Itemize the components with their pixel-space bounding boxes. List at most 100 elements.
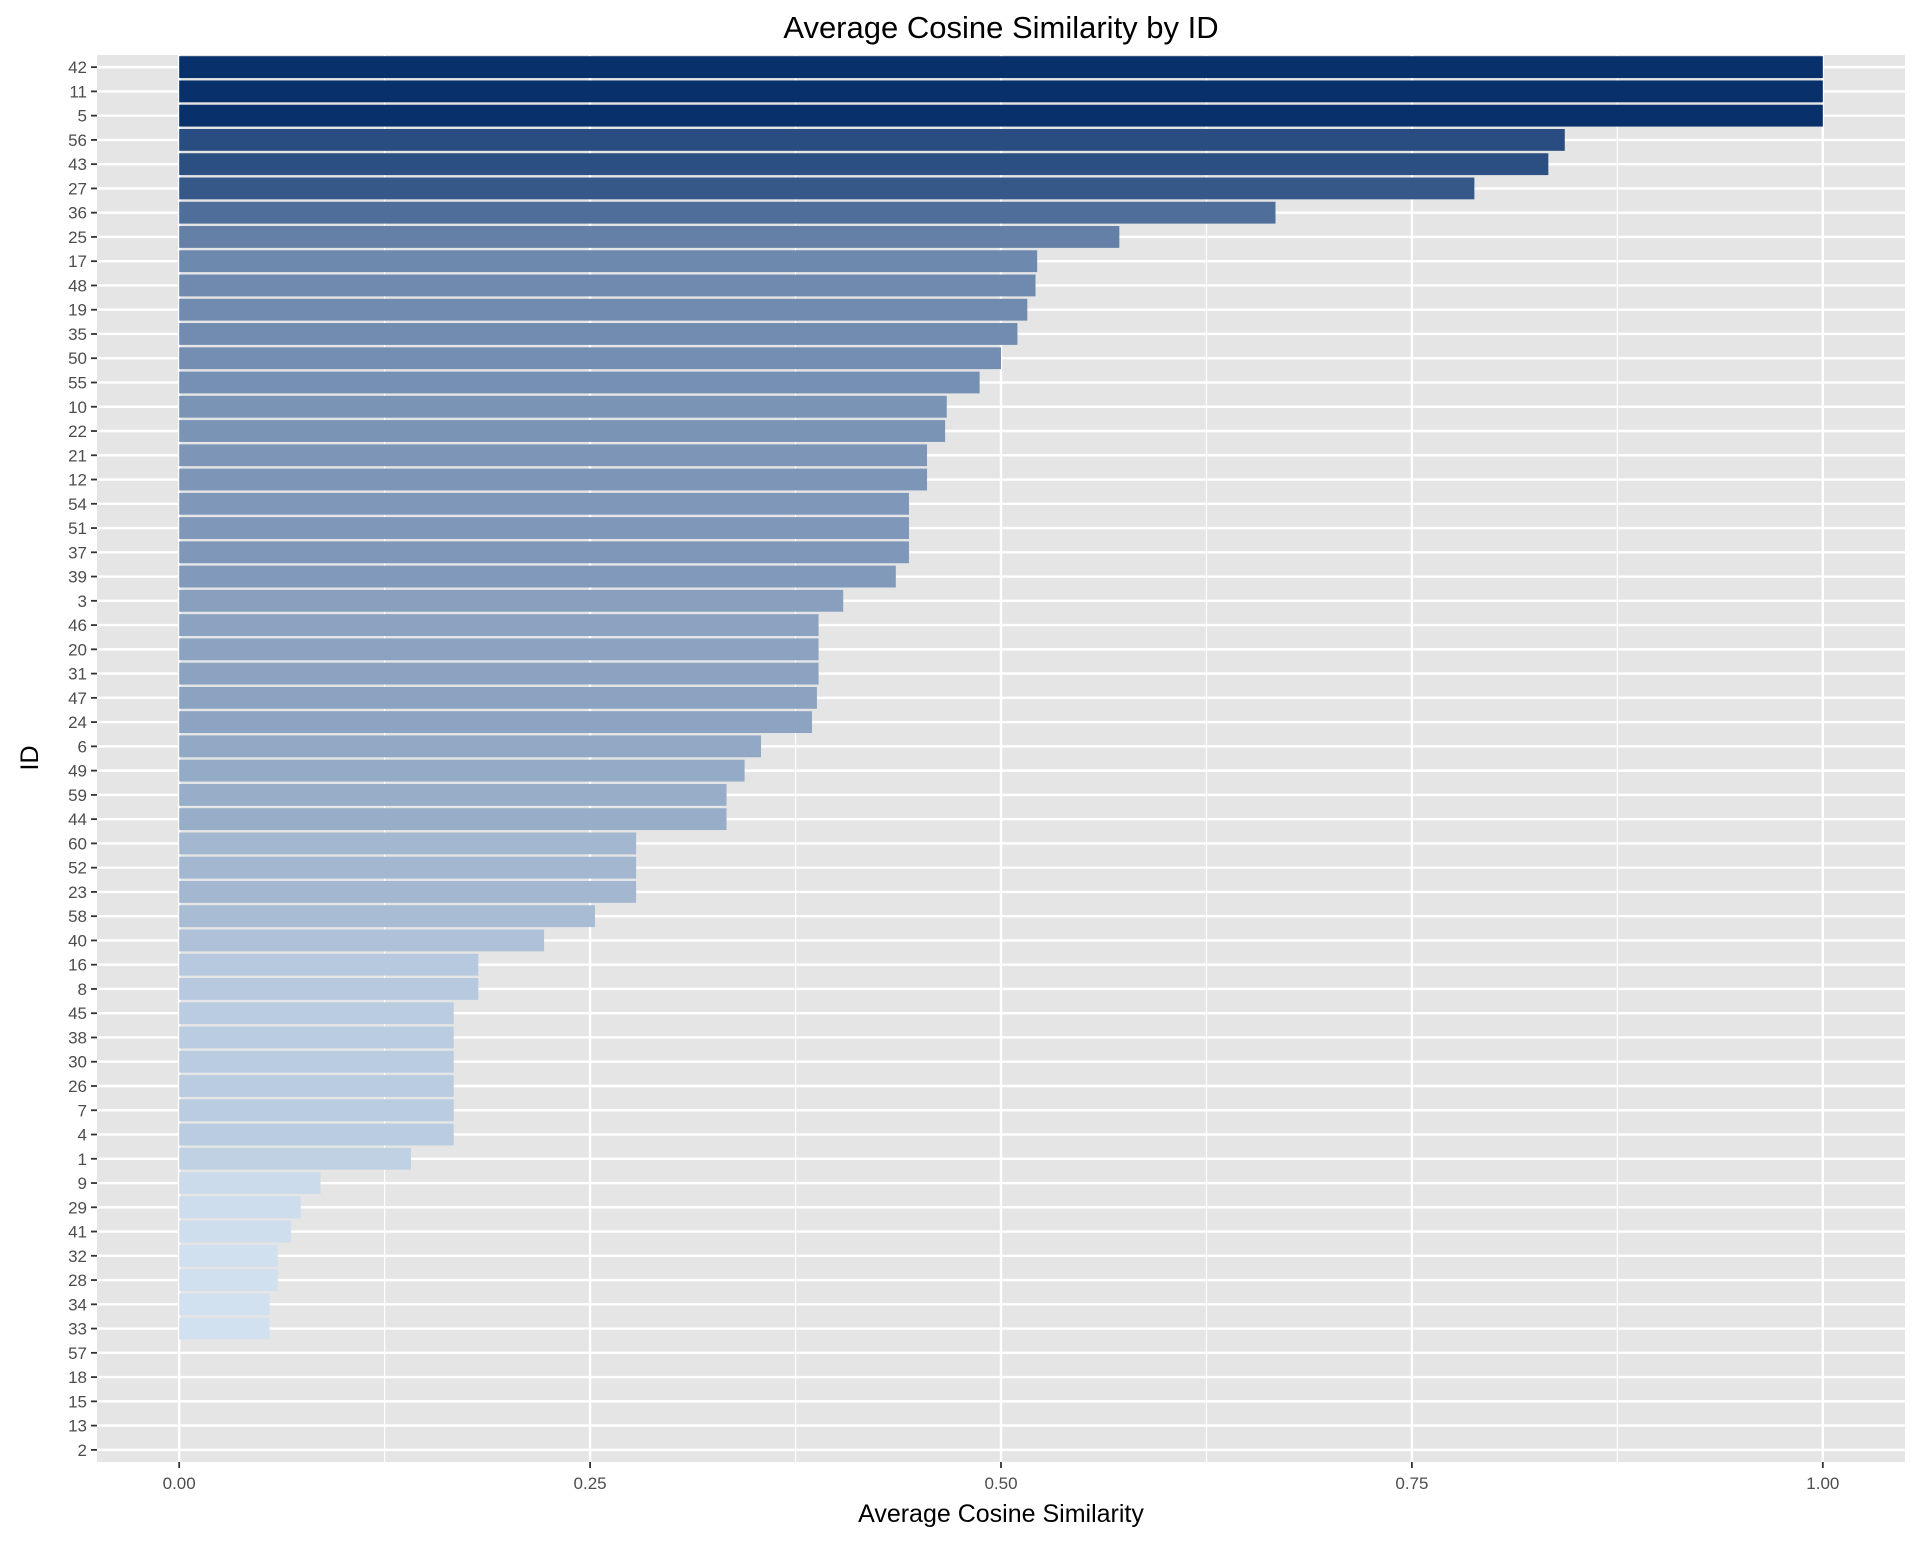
y-tick-label: 30 bbox=[68, 1053, 87, 1072]
y-tick-label: 9 bbox=[78, 1174, 87, 1193]
bar-44 bbox=[179, 808, 727, 831]
y-tick-label: 12 bbox=[68, 471, 87, 490]
y-tick-label: 47 bbox=[68, 689, 87, 708]
y-tick-label: 59 bbox=[68, 786, 87, 805]
y-tick-label: 19 bbox=[68, 301, 87, 320]
y-tick-label: 36 bbox=[68, 204, 87, 223]
y-tick-label: 40 bbox=[68, 931, 87, 950]
bar-25 bbox=[179, 226, 1120, 248]
bar-37 bbox=[179, 541, 909, 564]
bar-46 bbox=[179, 614, 819, 636]
y-tick-label: 3 bbox=[78, 592, 87, 611]
y-tick-label: 38 bbox=[68, 1028, 87, 1047]
bar-41 bbox=[179, 1220, 291, 1243]
y-tick-label: 45 bbox=[68, 1004, 87, 1023]
bar-30 bbox=[179, 1050, 454, 1073]
y-tick-label: 31 bbox=[68, 665, 87, 684]
y-tick-label: 15 bbox=[68, 1392, 87, 1411]
x-tick-label: 0.50 bbox=[984, 1474, 1017, 1493]
y-tick-label: 42 bbox=[68, 58, 87, 77]
x-tick-label: 1.00 bbox=[1806, 1474, 1839, 1493]
y-tick-label: 35 bbox=[68, 325, 87, 344]
y-tick-label: 34 bbox=[68, 1295, 87, 1314]
y-tick-label: 2 bbox=[78, 1441, 87, 1460]
y-tick-label: 54 bbox=[68, 495, 87, 514]
y-tick-label: 1 bbox=[78, 1150, 87, 1169]
chart-title: Average Cosine Similarity by ID bbox=[783, 10, 1218, 45]
y-tick-label: 27 bbox=[68, 179, 87, 198]
y-tick-label: 23 bbox=[68, 883, 87, 902]
bar-55 bbox=[179, 371, 980, 394]
bar-7 bbox=[179, 1099, 454, 1122]
x-axis-label: Average Cosine Similarity bbox=[858, 1500, 1144, 1528]
bar-45 bbox=[179, 1002, 454, 1025]
bar-29 bbox=[179, 1196, 301, 1219]
y-tick-label: 33 bbox=[68, 1320, 87, 1339]
bar-17 bbox=[179, 250, 1038, 273]
bar-59 bbox=[179, 783, 727, 806]
bar-39 bbox=[179, 565, 896, 588]
y-tick-label: 7 bbox=[78, 1101, 87, 1120]
y-tick-label: 29 bbox=[68, 1198, 87, 1217]
bar-51 bbox=[179, 517, 909, 539]
y-tick-label: 44 bbox=[68, 810, 87, 829]
bar-58 bbox=[179, 905, 596, 928]
bar-34 bbox=[179, 1293, 270, 1316]
y-tick-label: 46 bbox=[68, 616, 87, 635]
bar-47 bbox=[179, 686, 817, 709]
y-axis-label: ID bbox=[16, 746, 44, 771]
y-tick-label: 56 bbox=[68, 131, 87, 150]
y-tick-label: 4 bbox=[78, 1126, 87, 1145]
bar-49 bbox=[179, 759, 745, 782]
bar-48 bbox=[179, 274, 1036, 297]
y-tick-label: 22 bbox=[68, 422, 87, 441]
bar-6 bbox=[179, 735, 762, 758]
bar-36 bbox=[179, 201, 1276, 224]
bar-11 bbox=[179, 80, 1823, 103]
y-tick-label: 52 bbox=[68, 859, 87, 878]
bar-24 bbox=[179, 711, 812, 734]
y-tick-label: 5 bbox=[78, 107, 87, 126]
y-tick-label: 13 bbox=[68, 1417, 87, 1436]
y-tick-label: 10 bbox=[68, 398, 87, 417]
x-tick-label: 0.00 bbox=[163, 1474, 196, 1493]
bar-1 bbox=[179, 1147, 411, 1170]
bar-20 bbox=[179, 638, 819, 661]
y-tick-label: 8 bbox=[78, 980, 87, 999]
bar-5 bbox=[179, 104, 1823, 127]
bar-28 bbox=[179, 1269, 278, 1291]
bar-9 bbox=[179, 1172, 321, 1194]
y-tick-label: 48 bbox=[68, 276, 87, 295]
y-tick-label: 39 bbox=[68, 568, 87, 587]
bar-54 bbox=[179, 492, 909, 515]
y-tick-label: 57 bbox=[68, 1344, 87, 1363]
bar-50 bbox=[179, 347, 1001, 370]
bar-33 bbox=[179, 1317, 270, 1340]
bar-60 bbox=[179, 832, 637, 855]
y-tick-label: 25 bbox=[68, 228, 87, 247]
x-axis-ticks: 0.00 0.25 0.50 0.75 1.00 bbox=[163, 1462, 1839, 1493]
y-tick-label: 32 bbox=[68, 1247, 87, 1266]
x-tick-label: 0.25 bbox=[574, 1474, 607, 1493]
y-tick-label: 6 bbox=[78, 737, 87, 756]
y-tick-label: 18 bbox=[68, 1368, 87, 1387]
x-tick-label: 0.75 bbox=[1395, 1474, 1428, 1493]
bar-3 bbox=[179, 589, 844, 612]
bar-12 bbox=[179, 468, 928, 491]
y-tick-label: 37 bbox=[68, 543, 87, 562]
bar-26 bbox=[179, 1075, 454, 1097]
bar-4 bbox=[179, 1123, 454, 1146]
y-tick-label: 17 bbox=[68, 252, 87, 271]
y-tick-label: 51 bbox=[68, 519, 87, 538]
y-tick-label: 24 bbox=[68, 713, 87, 732]
bar-23 bbox=[179, 881, 637, 903]
y-tick-label: 41 bbox=[68, 1223, 87, 1242]
y-tick-label: 49 bbox=[68, 762, 87, 781]
bar-21 bbox=[179, 444, 928, 467]
y-tick-label: 16 bbox=[68, 956, 87, 975]
y-tick-label: 58 bbox=[68, 907, 87, 926]
y-tick-label: 26 bbox=[68, 1077, 87, 1096]
y-tick-label: 20 bbox=[68, 640, 87, 659]
y-tick-label: 43 bbox=[68, 155, 87, 174]
